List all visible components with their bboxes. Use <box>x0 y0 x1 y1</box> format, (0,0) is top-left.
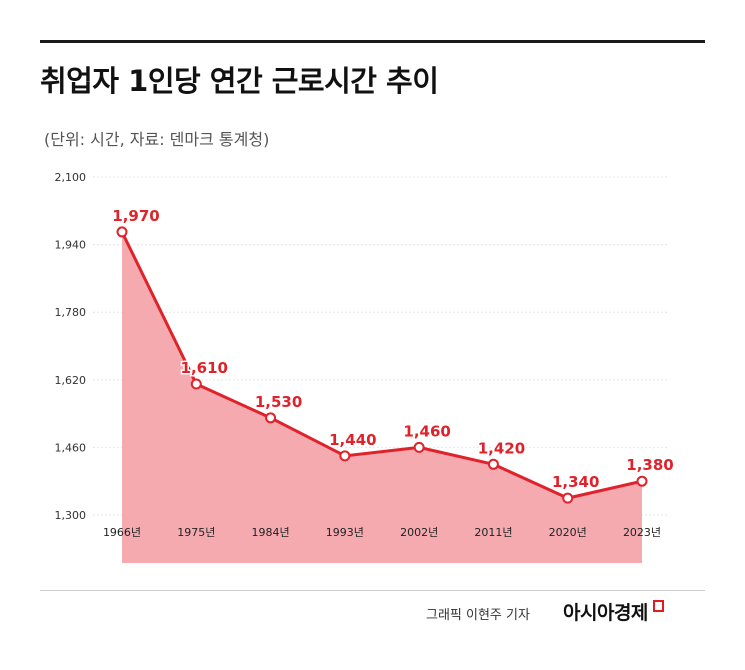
data-label: 1,440 <box>329 431 376 449</box>
data-point <box>265 412 277 424</box>
y-tick-label: 2,100 <box>55 171 87 184</box>
data-label: 1,420 <box>478 439 525 457</box>
x-tick-label: 2020년 <box>549 526 587 539</box>
chart-subtitle: (단위: 시간, 자료: 덴마크 통계청) <box>44 130 270 149</box>
data-point <box>636 475 648 487</box>
data-point <box>562 492 574 504</box>
data-point <box>487 458 499 470</box>
x-tick-label: 1966년 <box>103 526 141 539</box>
top-rule <box>40 40 705 43</box>
area-fill <box>122 231 642 564</box>
x-tick-label: 1993년 <box>326 526 364 539</box>
chart-title: 취업자 1인당 연간 근로시간 추이 <box>40 64 439 98</box>
y-tick-label: 1,300 <box>55 509 87 522</box>
data-point <box>116 226 128 238</box>
y-tick-label: 1,460 <box>55 441 87 454</box>
data-label: 1,380 <box>626 456 673 474</box>
y-tick-label: 1,620 <box>55 374 87 387</box>
graphic-credit: 그래픽 이현주 기자 <box>426 608 530 623</box>
data-label: 1,340 <box>552 473 599 491</box>
data-label: 1,530 <box>255 393 302 411</box>
x-tick-label: 1975년 <box>177 526 215 539</box>
bottom-rule <box>40 590 705 591</box>
data-label: 1,610 <box>181 359 228 377</box>
x-tick-label: 1984년 <box>252 526 290 539</box>
x-tick-label: 2002년 <box>400 526 438 539</box>
data-label: 1,970 <box>112 207 159 225</box>
data-point <box>413 441 425 453</box>
data-label: 1,460 <box>403 422 450 440</box>
y-tick-label: 1,940 <box>55 239 87 252</box>
y-tick-label: 1,780 <box>55 306 87 319</box>
series-line <box>120 231 643 500</box>
brand-mark-icon <box>653 600 664 612</box>
brand-logo: 아시아경제 <box>563 602 648 624</box>
data-point <box>339 450 351 462</box>
data-point <box>190 378 202 390</box>
x-tick-label: 2023년 <box>623 526 661 539</box>
x-tick-label: 2011년 <box>474 526 512 539</box>
